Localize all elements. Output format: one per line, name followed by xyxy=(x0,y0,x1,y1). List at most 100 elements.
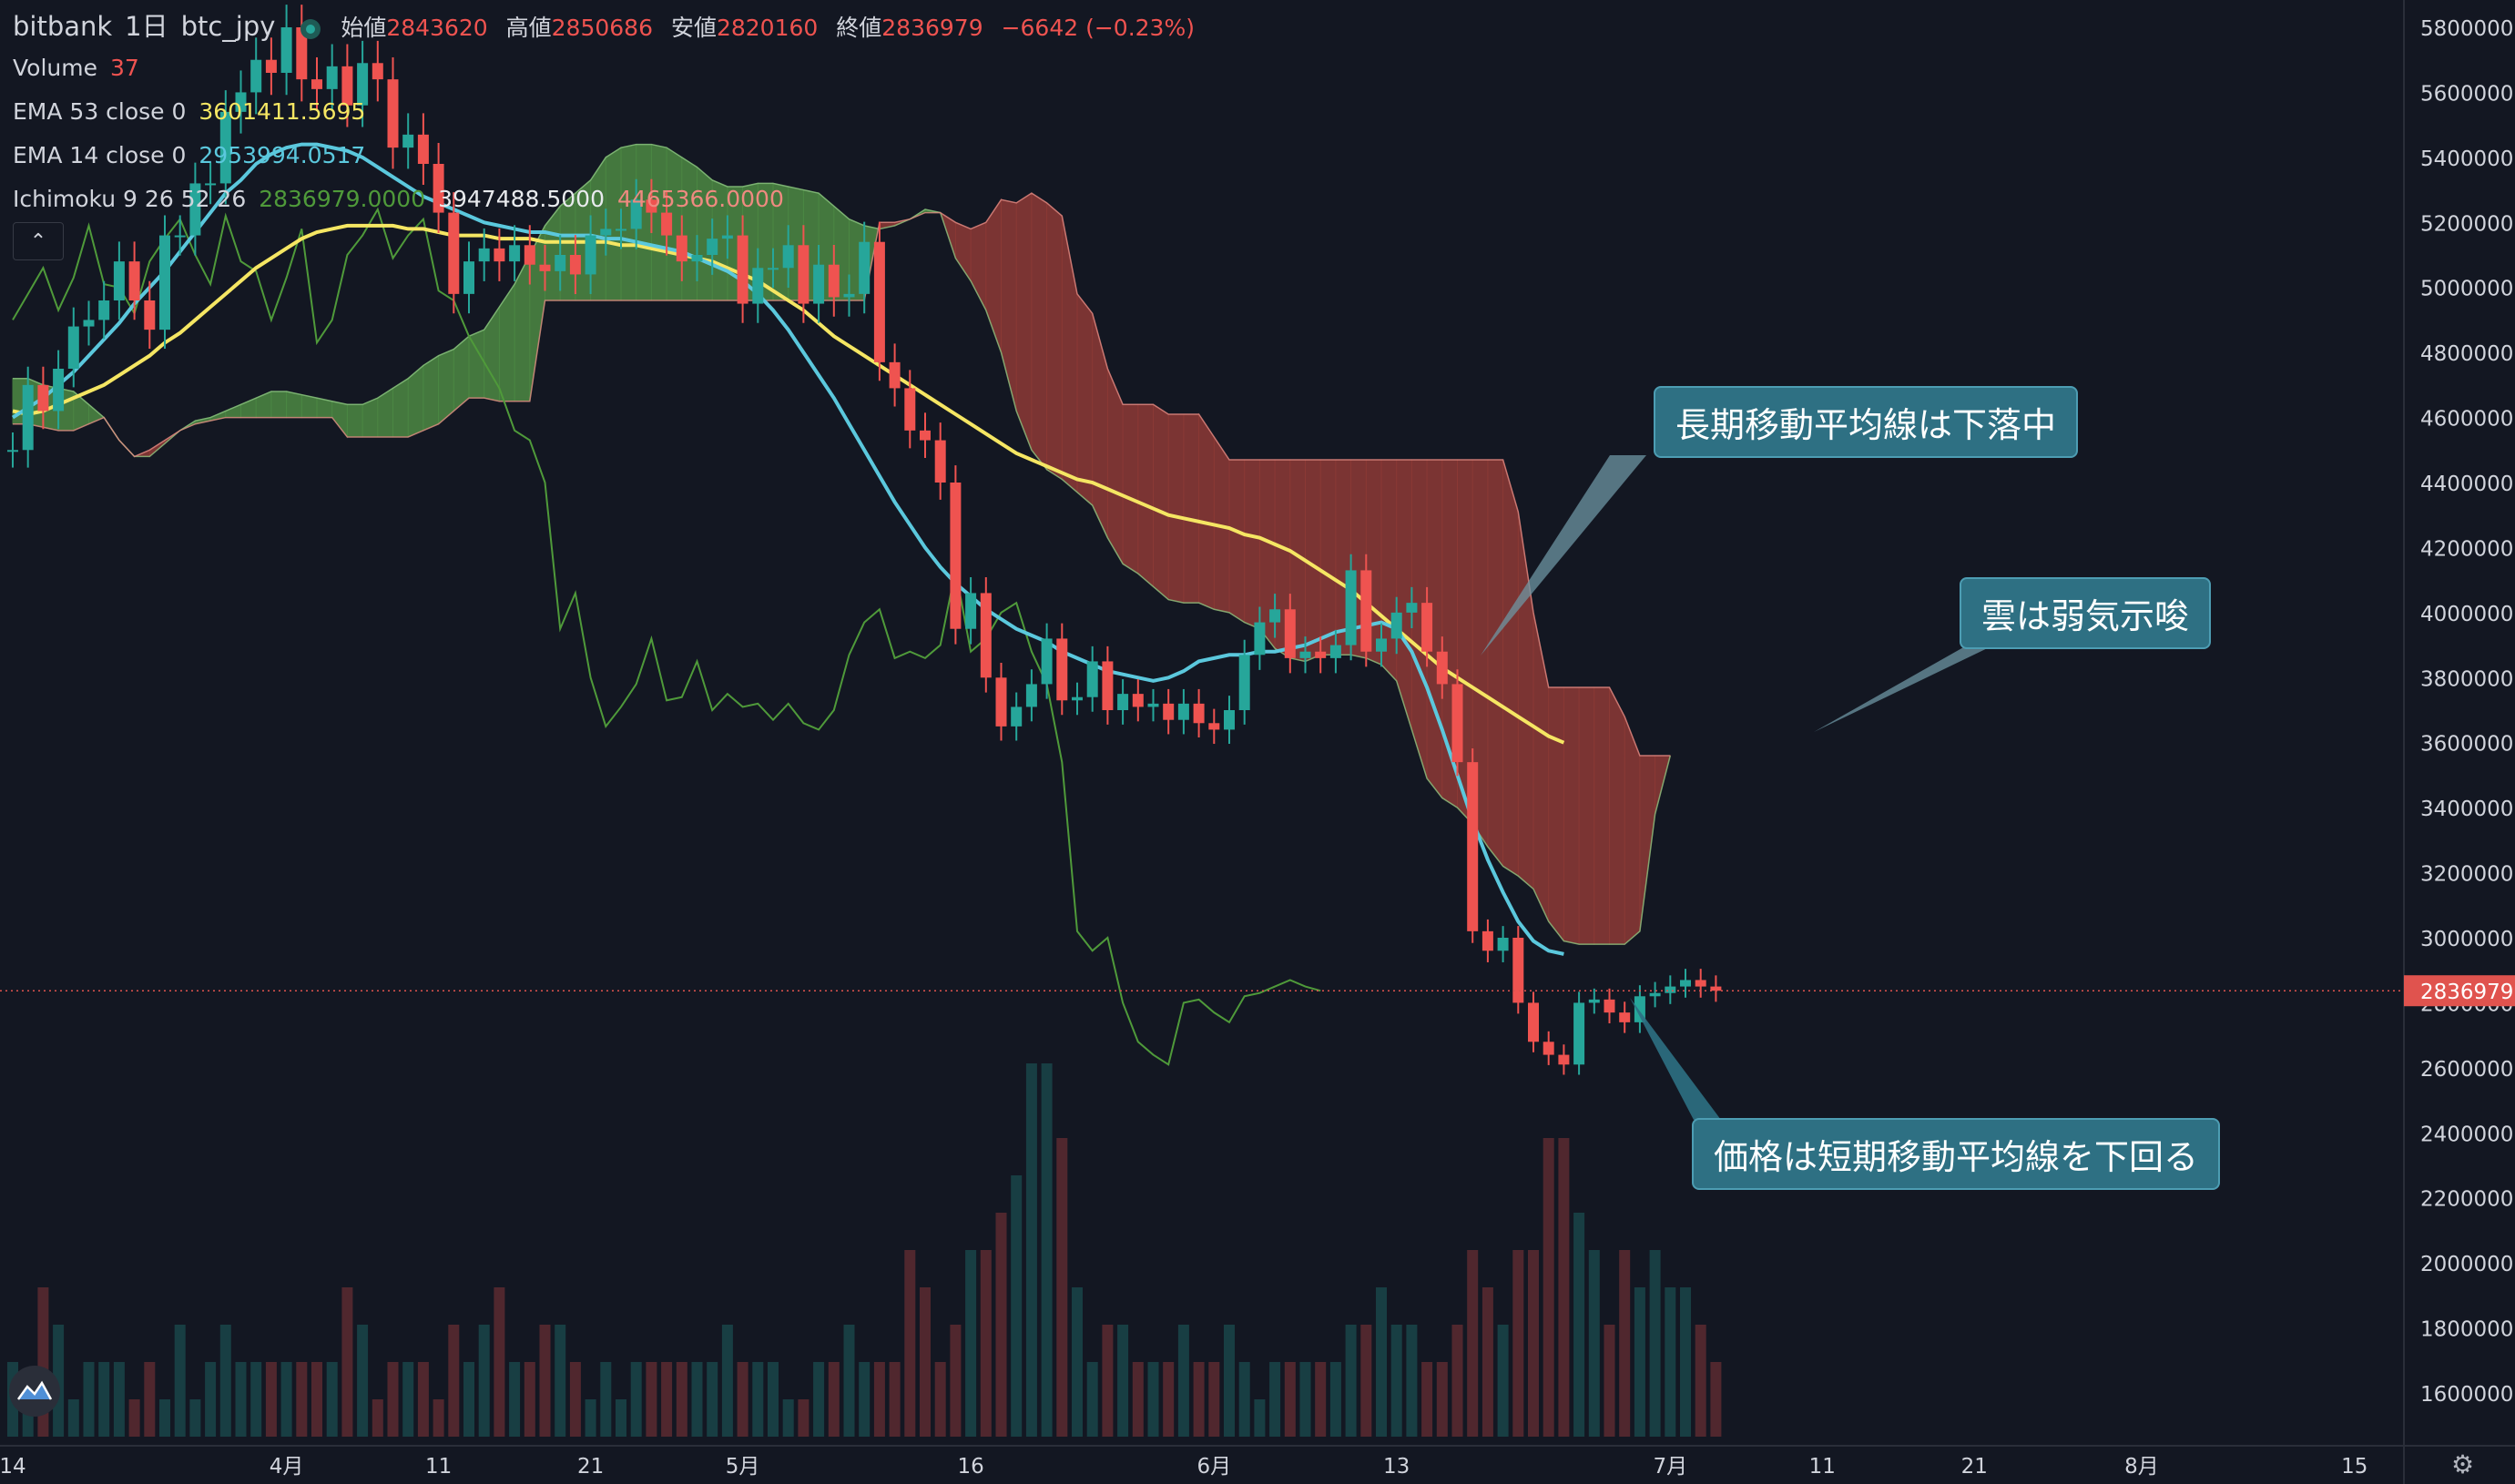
candle-body xyxy=(904,388,916,431)
volume-bar xyxy=(950,1325,962,1437)
candle-body xyxy=(630,199,642,229)
close-value: 2836979 xyxy=(881,15,983,41)
candle-body xyxy=(616,229,626,231)
volume-bar xyxy=(1299,1362,1311,1437)
cloud-segment xyxy=(1502,459,1519,878)
volume-bar xyxy=(1041,1063,1053,1437)
cloud-segment xyxy=(1609,686,1625,945)
candle-body xyxy=(600,229,612,236)
volume-bar xyxy=(128,1399,140,1437)
ema14-label: EMA 14 close 0 xyxy=(13,142,187,168)
candle-body xyxy=(1558,1054,1570,1065)
annotation-cloud[interactable]: 雲は弱気示唆 xyxy=(1960,577,2212,649)
volume-bar xyxy=(768,1362,779,1437)
volume-bar xyxy=(1573,1213,1585,1437)
tradingview-logo-icon[interactable] xyxy=(9,1366,60,1417)
volume-bar xyxy=(1193,1362,1205,1437)
annotation-short-ma[interactable]: 価格は短期移動平均線を下回る xyxy=(1692,1118,2221,1190)
volume-bar xyxy=(296,1362,308,1437)
volume-bar xyxy=(1376,1287,1387,1437)
cloud-segment xyxy=(605,147,622,301)
price-tick-label: 4200000 xyxy=(2420,537,2513,561)
market-status-icon xyxy=(300,19,321,39)
candle-body xyxy=(174,235,186,238)
ichimoku-label: Ichimoku 9 26 52 26 xyxy=(13,186,247,212)
time-tick-label: 21 xyxy=(577,1455,604,1479)
volume-value: 37 xyxy=(109,55,139,81)
exchange-name[interactable]: bitbank xyxy=(13,11,113,42)
ichimoku-cloud xyxy=(12,143,1672,946)
legend-volume[interactable]: Volume 37 xyxy=(13,55,145,81)
candle-body xyxy=(1390,612,1402,639)
time-tick-label: 21 xyxy=(1961,1455,1988,1479)
candle-body xyxy=(768,268,779,270)
time-axis-ticks: 14 4月 11 21 5月 16 6月 13 7月 11 21 8月 15 xyxy=(0,1455,2367,1479)
settings-gear-icon[interactable]: ⚙ xyxy=(2451,1449,2475,1479)
cloud-segment xyxy=(1122,403,1139,574)
candle-body xyxy=(1528,1002,1539,1042)
candle-body xyxy=(478,248,490,262)
price-tick-label: 2400000 xyxy=(2420,1123,2513,1146)
candle-body xyxy=(555,255,566,271)
cloud-segment xyxy=(1153,403,1169,601)
candle-body xyxy=(159,235,170,330)
candle-body xyxy=(995,677,1007,727)
price-tick-label: 5200000 xyxy=(2420,212,2513,236)
volume-bar xyxy=(1710,1362,1722,1437)
price-tick-label: 4000000 xyxy=(2420,603,2513,626)
cloud-segment xyxy=(225,403,241,419)
low-value: 2820160 xyxy=(716,15,819,41)
volume-bar xyxy=(1025,1063,1037,1437)
collapse-legend-button[interactable]: ⌃ xyxy=(13,222,64,260)
candle-body xyxy=(1315,651,1327,658)
time-tick-label: 14 xyxy=(0,1455,26,1479)
candle-body xyxy=(372,63,383,80)
high-label: 高値 xyxy=(505,15,552,41)
candle-body xyxy=(676,235,687,262)
cloud-segment xyxy=(1015,192,1033,451)
cloud-segment xyxy=(1076,292,1094,507)
interval[interactable]: 1日 xyxy=(125,11,168,42)
cloud-segment xyxy=(346,403,363,438)
volume-bar xyxy=(980,1250,992,1437)
volume-bar xyxy=(843,1325,855,1437)
volume-bar xyxy=(53,1325,65,1437)
symbol-name[interactable]: btc_jpy xyxy=(180,11,276,42)
cloud-segment xyxy=(1031,192,1048,472)
candle-body xyxy=(1284,609,1296,658)
volume-bar xyxy=(524,1362,535,1437)
ema53-line xyxy=(12,223,1565,745)
volume-bar xyxy=(1315,1362,1327,1437)
low-label: 安値 xyxy=(670,15,717,41)
legend-ema14[interactable]: EMA 14 close 0 2953994.0517 xyxy=(13,142,371,168)
time-tick-label: 11 xyxy=(425,1455,452,1479)
volume-bar xyxy=(859,1362,871,1437)
volume-bar xyxy=(616,1399,626,1437)
cloud-segment xyxy=(1594,686,1610,945)
annotation-pointers xyxy=(1481,455,1999,1120)
legend-ichimoku[interactable]: Ichimoku 9 26 52 26 2836979.0000 3947488… xyxy=(13,186,789,212)
volume-bar xyxy=(448,1325,460,1437)
volume-bar xyxy=(1512,1250,1524,1437)
candle-body xyxy=(1269,609,1281,623)
annotation-long-ma[interactable]: 長期移動平均線は下落中 xyxy=(1654,386,2079,458)
volume-bar xyxy=(67,1399,79,1437)
legend-ema53[interactable]: EMA 53 close 0 3601411.5695 xyxy=(13,98,371,125)
volume-bar xyxy=(417,1362,429,1437)
candle-body xyxy=(1011,706,1023,727)
candle-body xyxy=(661,212,673,236)
price-tick-label: 5800000 xyxy=(2420,17,2513,41)
candle-body xyxy=(1497,938,1509,951)
volume-bar xyxy=(1497,1325,1509,1437)
candle-body xyxy=(920,430,931,441)
volume-bar xyxy=(174,1325,186,1437)
candle-body xyxy=(798,245,809,304)
cloud-segment xyxy=(1578,686,1595,945)
candle-body xyxy=(1086,661,1098,697)
volume-bar xyxy=(555,1325,566,1437)
candle-body xyxy=(782,245,794,269)
candle-body xyxy=(1345,570,1357,645)
price-axis-ticks: 1600000 1800000 2000000 2200000 2400000 26000… xyxy=(2420,17,2513,1407)
candle-body xyxy=(265,59,277,73)
